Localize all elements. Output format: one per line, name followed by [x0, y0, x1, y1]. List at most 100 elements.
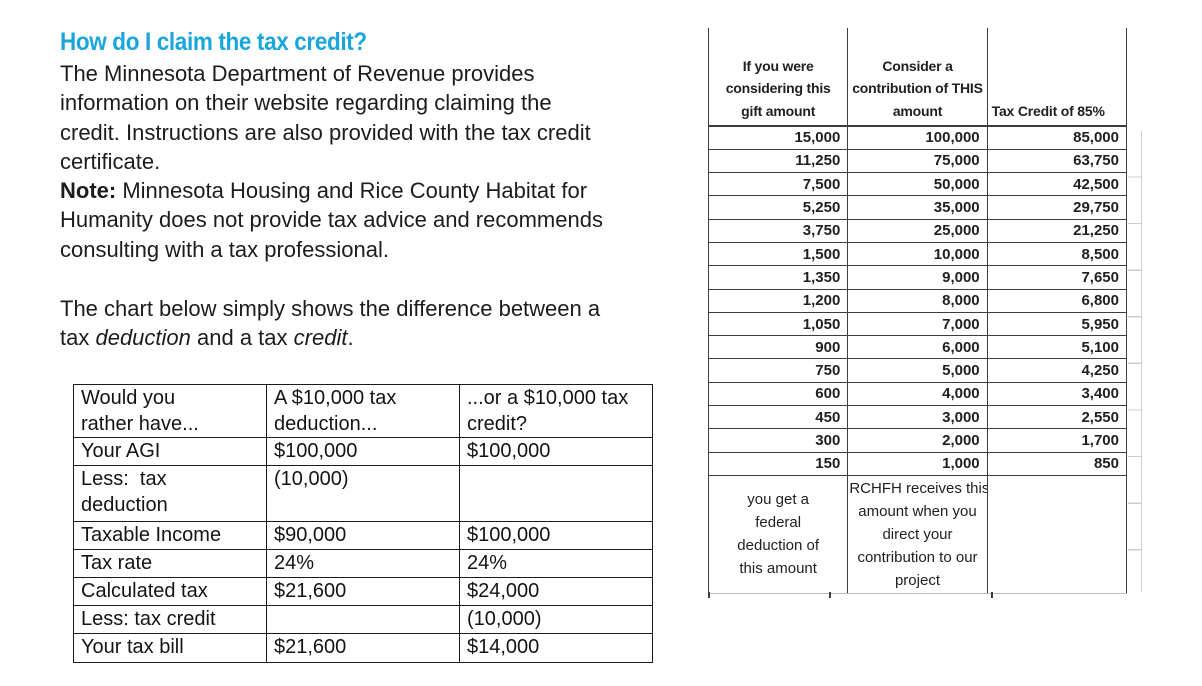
- gift-header-row: If you were considering this gift amount…: [707, 28, 1128, 127]
- table-row: 900 6,000 5,100: [707, 335, 1128, 360]
- gift-table-foot: you get a federal deduction of this amou…: [707, 474, 1128, 594]
- amount-cell: 5,250: [707, 195, 849, 220]
- table-row: Your AGI $100,000 $100,000: [73, 437, 653, 466]
- amount-cell: 5,000: [847, 358, 988, 383]
- paragraph-intro: The Minnesota Department of Revenue prov…: [60, 61, 591, 174]
- amount-cell: 6,800: [986, 288, 1128, 313]
- table-row: Calculated tax $21,600 $24,000: [73, 577, 653, 606]
- amount-cell: 2,550: [986, 405, 1128, 430]
- table-row: 1,050 7,000 5,950: [707, 311, 1128, 337]
- amount-cell: 10,000: [847, 241, 988, 267]
- table-row: 1,350 9,000 7,650: [707, 265, 1128, 290]
- amount-cell: 42,500: [986, 172, 1128, 197]
- amount-cell: 1,350: [707, 265, 849, 290]
- amount-cell: 7,500: [707, 172, 849, 197]
- comparison-header-cell: Would you rather have...: [73, 384, 267, 438]
- amount-cell: 5,100: [986, 335, 1128, 360]
- amount-cell: 600: [707, 381, 849, 407]
- row-value: $21,600: [266, 577, 460, 606]
- amount-cell: 900: [707, 335, 849, 360]
- comparison-table-head: Would you rather have... A $10,000 tax de…: [73, 384, 653, 438]
- table-row: 1,200 8,000 6,800: [707, 288, 1128, 313]
- table-row: Your tax bill $21,600 $14,000: [73, 632, 653, 663]
- gift-table-head: If you were considering this gift amount…: [707, 28, 1128, 127]
- row-value: $24,000: [459, 577, 653, 606]
- amount-cell: 75,000: [847, 148, 988, 174]
- row-label: Taxable Income: [73, 521, 267, 550]
- table-row: 11,250 75,000 63,750: [707, 148, 1128, 174]
- amount-cell: 21,250: [986, 218, 1128, 243]
- table-row: Less: tax credit (10,000): [73, 604, 653, 634]
- amount-cell: 5,950: [986, 311, 1128, 337]
- chart-intro-end: .: [347, 325, 354, 351]
- table-row: 7,500 50,000 42,500: [707, 172, 1128, 197]
- row-label: Less: tax credit: [73, 604, 267, 634]
- row-value: $100,000: [266, 437, 460, 466]
- comparison-table: Would you rather have... A $10,000 tax de…: [73, 384, 653, 663]
- amount-cell: 2,000: [847, 428, 988, 453]
- chart-intro-mid: and a tax: [190, 325, 294, 351]
- row-label: Your tax bill: [73, 632, 267, 663]
- amount-cell: 1,200: [707, 288, 849, 313]
- amount-cell: 29,750: [986, 195, 1128, 220]
- amount-cell: 4,000: [847, 381, 988, 407]
- gift-header-cell: Consider a contribution of THIS amount: [847, 28, 988, 127]
- table-row: 300 2,000 1,700: [707, 428, 1128, 453]
- row-label: Less: tax deduction: [73, 465, 267, 522]
- row-value: $14,000: [459, 632, 653, 663]
- note-text: Minnesota Housing and Rice County Habita…: [60, 178, 603, 262]
- table-row: Less: tax deduction (10,000): [73, 465, 653, 522]
- amount-cell: 100,000: [847, 125, 988, 150]
- amount-cell: 7,000: [847, 311, 988, 337]
- table-row: 750 5,000 4,250: [707, 358, 1128, 383]
- amount-cell: 1,050: [707, 311, 849, 337]
- border-stub: [708, 592, 710, 598]
- row-value: $100,000: [459, 437, 653, 466]
- amount-cell: 150: [707, 451, 849, 476]
- word-deduction: deduction: [95, 325, 191, 351]
- table-row: 1,500 10,000 8,500: [707, 241, 1128, 267]
- amount-cell: 11,250: [707, 148, 849, 174]
- table-row: 3,750 25,000 21,250: [707, 218, 1128, 243]
- amount-cell: 850: [986, 451, 1128, 476]
- amount-cell: 3,000: [847, 405, 988, 430]
- table-row: 15,000 100,000 85,000: [707, 125, 1128, 150]
- amount-cell: 6,000: [847, 335, 988, 360]
- amount-cell: 8,000: [847, 288, 988, 313]
- row-value: 24%: [459, 549, 653, 578]
- comparison-header-cell: ...or a $10,000 tax credit?: [459, 384, 653, 438]
- amount-cell: 63,750: [986, 148, 1128, 174]
- table-row: Tax rate 24% 24%: [73, 549, 653, 578]
- row-value: $100,000: [459, 521, 653, 550]
- spreadsheet-gridlines: [1128, 131, 1142, 592]
- amount-cell: 300: [707, 428, 849, 453]
- gift-footer-cell: [986, 474, 1128, 594]
- amount-cell: 1,500: [707, 241, 849, 267]
- word-credit: credit: [293, 325, 348, 351]
- amount-cell: 15,000: [707, 125, 849, 150]
- row-label: Tax rate: [73, 549, 267, 578]
- page-title: How do I claim the tax credit?: [60, 28, 367, 56]
- amount-cell: 50,000: [847, 172, 988, 197]
- amount-cell: 9,000: [847, 265, 988, 290]
- table-row: 5,250 35,000 29,750: [707, 195, 1128, 220]
- row-value: [266, 604, 460, 634]
- table-row: Taxable Income $90,000 $100,000: [73, 521, 653, 550]
- comparison-header-row: Would you rather have... A $10,000 tax de…: [73, 384, 653, 438]
- row-value: (10,000): [459, 604, 653, 634]
- paragraph-chart-intro: The chart below simply shows the differe…: [60, 294, 720, 353]
- amount-cell: 25,000: [847, 218, 988, 243]
- amount-cell: 3,400: [986, 381, 1128, 407]
- chart-intro-text: The chart below simply shows the differe…: [60, 296, 601, 351]
- gift-footer-cell: RCHFH receives this amount when you dire…: [847, 474, 988, 594]
- paragraph-note: Note: Minnesota Housing and Rice County …: [60, 176, 720, 264]
- table-row: 600 4,000 3,400: [707, 381, 1128, 407]
- note-label: Note:: [60, 178, 117, 203]
- amount-cell: 85,000: [986, 125, 1128, 150]
- amount-cell: 750: [707, 358, 849, 383]
- amount-cell: 8,500: [986, 241, 1128, 267]
- amount-cell: 7,650: [986, 265, 1128, 290]
- amount-cell: 4,250: [986, 358, 1128, 383]
- table-row: 150 1,000 850: [707, 451, 1128, 476]
